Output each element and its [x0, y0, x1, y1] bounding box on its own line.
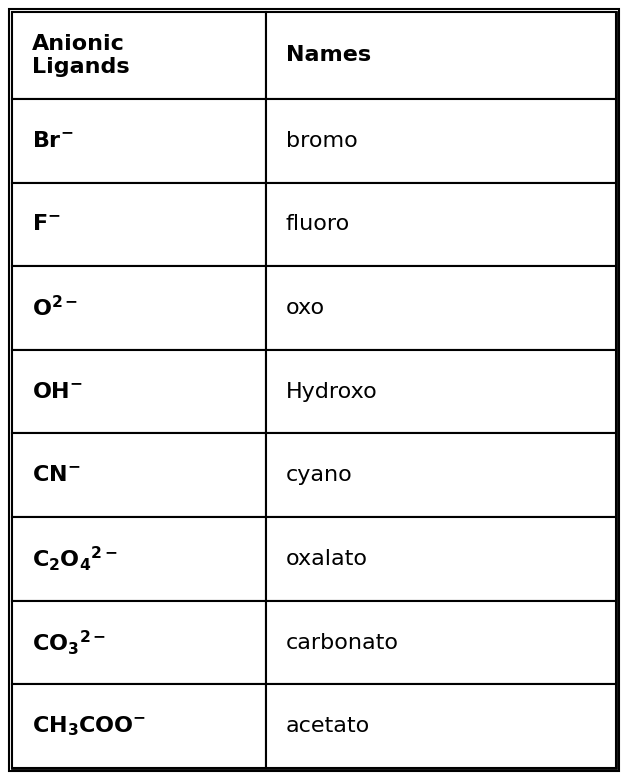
Text: Hydroxo: Hydroxo [286, 381, 377, 402]
Bar [12, 12, 266, 99]
Bar [266, 517, 616, 601]
Bar [12, 517, 266, 601]
Bar [12, 601, 266, 684]
Bar [266, 183, 616, 266]
Text: $\bf{OH}^{-}$: $\bf{OH}^{-}$ [32, 381, 83, 402]
Text: Anionic
Ligands: Anionic Ligands [32, 34, 129, 77]
Bar [266, 350, 616, 434]
Text: bromo: bromo [286, 131, 357, 151]
Text: carbonato: carbonato [286, 633, 399, 653]
Text: oxalato: oxalato [286, 549, 367, 569]
Text: fluoro: fluoro [286, 215, 350, 234]
Bar [12, 183, 266, 266]
Text: $\bf{CN}^{-}$: $\bf{CN}^{-}$ [32, 466, 80, 485]
Bar [12, 434, 266, 517]
Text: acetato: acetato [286, 716, 370, 736]
Bar [12, 99, 266, 183]
Text: $\bf{O}^{2-}$: $\bf{O}^{2-}$ [32, 296, 78, 321]
Text: $\bf{CO_3}^{2-}$: $\bf{CO_3}^{2-}$ [32, 628, 106, 657]
Text: $\bf{Br}^{-}$: $\bf{Br}^{-}$ [32, 131, 73, 151]
Text: $\bf{F}^{-}$: $\bf{F}^{-}$ [32, 215, 61, 234]
Bar [12, 684, 266, 768]
Text: $\bf{C_2O_4}^{2-}$: $\bf{C_2O_4}^{2-}$ [32, 544, 118, 573]
Bar [266, 684, 616, 768]
Bar [266, 266, 616, 350]
Bar [12, 350, 266, 434]
Text: cyano: cyano [286, 466, 352, 485]
Text: oxo: oxo [286, 298, 325, 318]
Bar [266, 601, 616, 684]
Bar [266, 12, 616, 99]
Text: $\bf{CH_3COO}^{-}$: $\bf{CH_3COO}^{-}$ [32, 714, 146, 738]
Bar [266, 99, 616, 183]
Text: Names: Names [286, 45, 371, 66]
Bar [12, 266, 266, 350]
Bar [266, 434, 616, 517]
